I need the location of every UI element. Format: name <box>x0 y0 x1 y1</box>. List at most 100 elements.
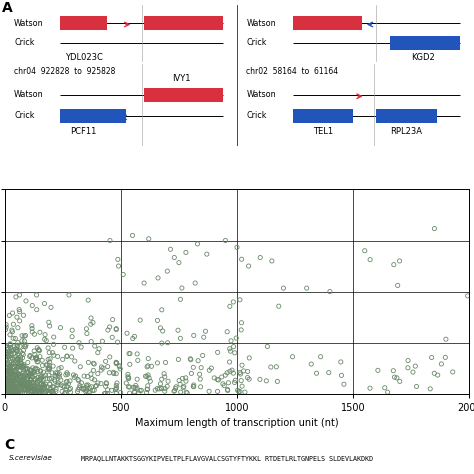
Point <box>16 388 23 395</box>
Point <box>396 378 403 385</box>
Point <box>31 376 39 383</box>
Point <box>137 316 144 324</box>
Point <box>340 381 348 388</box>
Point <box>194 240 201 248</box>
Point <box>34 358 42 365</box>
Point <box>231 376 239 384</box>
Point <box>236 296 244 303</box>
Point <box>27 352 34 359</box>
Point <box>26 385 33 393</box>
Point <box>4 373 12 381</box>
Point <box>215 376 222 384</box>
Point <box>4 390 11 397</box>
Point <box>8 389 16 397</box>
Point <box>31 389 38 396</box>
Point <box>23 369 31 376</box>
Point <box>237 319 245 327</box>
Point <box>34 374 42 381</box>
Point <box>5 361 12 369</box>
Point <box>44 361 51 368</box>
Point <box>1 388 9 395</box>
Point <box>76 363 84 371</box>
Point <box>273 363 280 371</box>
Point <box>63 378 71 385</box>
Point <box>17 373 25 381</box>
Point <box>25 385 33 392</box>
Bar <box>293 16 363 30</box>
Point <box>9 367 17 374</box>
Point <box>117 365 124 373</box>
Point <box>19 383 27 391</box>
Point <box>32 355 39 362</box>
Point <box>128 232 137 239</box>
Point <box>190 383 197 390</box>
Text: Crick: Crick <box>14 111 35 120</box>
Point <box>24 382 32 389</box>
Point <box>93 382 100 390</box>
Point <box>144 382 152 390</box>
Point <box>38 384 46 392</box>
Point <box>133 375 141 383</box>
Point <box>132 382 140 389</box>
Point <box>176 381 184 388</box>
Bar <box>293 109 353 123</box>
Point <box>7 344 14 351</box>
Point <box>2 381 9 389</box>
Point <box>45 319 53 326</box>
Point <box>12 345 19 353</box>
Point <box>154 274 162 282</box>
Point <box>13 380 20 388</box>
Point <box>8 345 16 353</box>
Point <box>113 384 120 392</box>
Point <box>3 380 11 388</box>
Text: MRPAQLLNTAKKTSGGYKIPVELTPLFLAVGVALCSGTYFTYKKL RTDETLRLTGNPELS SLDEVLAKDKD: MRPAQLLNTAKKTSGGYKIPVELTPLFLAVGVALCSGTYF… <box>82 455 374 461</box>
Point <box>130 383 137 391</box>
Point <box>10 385 18 392</box>
Point <box>7 379 15 387</box>
Point <box>22 385 29 393</box>
Point <box>8 389 16 396</box>
Point <box>194 357 202 365</box>
Point <box>30 369 38 376</box>
Point <box>213 375 221 383</box>
Point <box>154 317 161 324</box>
Point <box>404 357 412 365</box>
Point <box>11 388 19 395</box>
Point <box>84 381 91 389</box>
Point <box>72 372 80 380</box>
Point <box>9 386 17 393</box>
Point <box>15 388 23 395</box>
Point <box>18 381 25 389</box>
Point <box>20 372 27 379</box>
Point <box>3 385 10 392</box>
Text: S.cerevisiae: S.cerevisiae <box>9 455 53 461</box>
Text: A: A <box>2 0 13 15</box>
Point <box>83 383 91 391</box>
Point <box>12 387 19 394</box>
Point <box>5 384 13 392</box>
Point <box>2 342 9 350</box>
Point <box>179 374 186 382</box>
Point <box>10 384 18 392</box>
Point <box>55 374 63 381</box>
Point <box>42 381 49 388</box>
Point <box>33 358 41 365</box>
Point <box>19 380 27 387</box>
Point <box>18 349 26 357</box>
Point <box>27 366 35 374</box>
Point <box>2 390 10 397</box>
Point <box>41 336 48 343</box>
Point <box>11 366 18 374</box>
Point <box>33 355 40 363</box>
Point <box>17 356 24 364</box>
Point <box>8 347 16 355</box>
Point <box>226 345 234 353</box>
Point <box>59 356 66 363</box>
Point <box>35 346 42 354</box>
Point <box>34 383 41 391</box>
Point <box>37 373 45 381</box>
Point <box>3 383 10 391</box>
Point <box>182 374 190 382</box>
Point <box>384 388 392 396</box>
Point <box>125 374 133 382</box>
